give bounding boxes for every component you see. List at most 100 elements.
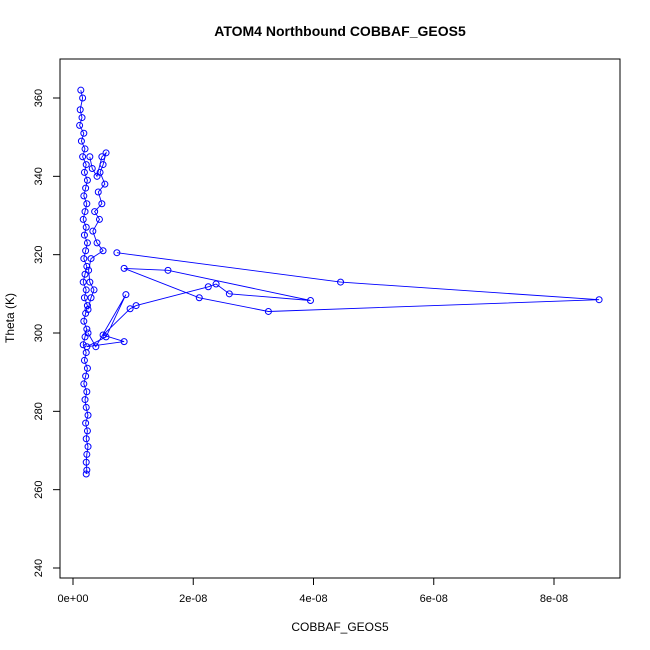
data-point [83,176,91,184]
data-point [83,427,91,435]
data-point [212,280,220,288]
y-tick-label: 300 [33,324,45,342]
data-point [96,168,104,176]
data-point [92,343,100,351]
data-point [95,215,103,223]
data-point [122,291,130,299]
y-tick-label: 320 [33,245,45,263]
data-point [85,266,93,274]
data-point [90,286,98,294]
data-point [83,450,91,458]
y-axis-label: Theta (K) [3,293,17,343]
data-point [81,208,89,216]
data-point [120,338,128,346]
x-tick-label: 8e-08 [540,593,568,605]
data-point [164,266,172,274]
data-point [264,307,272,315]
data-point [306,296,314,304]
data-point [79,215,87,223]
y-tick-label: 360 [33,89,45,107]
data-point [94,188,102,196]
data-point [82,286,90,294]
data-point [81,396,89,404]
data-point [98,153,106,161]
data-point [80,231,88,239]
data-point [83,302,91,310]
y-tick-label: 260 [33,480,45,498]
data-point [82,161,90,169]
data-point [82,247,90,255]
data-point [80,255,88,263]
data-point [83,466,91,474]
data-point [82,372,90,380]
data-point [82,435,90,443]
data-point [79,153,87,161]
x-axis: 0e+00 2e-08 4e-08 6e-08 8e-08 [58,577,568,605]
data-point [82,470,90,478]
x-tick-label: 2e-08 [179,593,207,605]
data-point [102,333,110,341]
data-point [80,356,88,364]
data-point [76,121,84,129]
data-point [83,388,91,396]
data-point [101,180,109,188]
data-point [595,296,603,304]
data-point [82,419,90,427]
data-point [84,306,92,313]
data-point [79,94,87,102]
data-point [91,208,99,216]
series-line [79,90,89,475]
data-point [82,223,90,231]
data-point [93,239,101,247]
data-point [87,255,95,263]
data-point [113,249,121,257]
data-point [83,239,91,247]
data-point [99,247,107,255]
data-point [83,200,91,208]
data-point [132,302,140,310]
y-tick-label: 340 [33,167,45,185]
data-series [76,86,603,478]
data-point [81,145,89,153]
data-point [77,137,85,145]
data-point [76,106,84,114]
data-point [77,86,85,94]
data-point [80,380,88,388]
y-tick-label: 240 [33,559,45,577]
data-point [80,168,88,176]
data-point [86,278,94,286]
data-point [102,149,110,157]
data-point [83,325,91,333]
data-point [80,192,88,200]
data-point [99,161,107,169]
data-point [84,329,92,337]
data-point [195,294,203,302]
data-point [80,129,88,137]
data-point [98,200,106,208]
data-point [83,364,91,372]
data-point [80,317,88,325]
plot-frame [59,58,621,579]
y-axis: 240 260 280 300 320 340 360 [33,89,61,577]
data-point [120,264,128,272]
x-tick-label: 6e-08 [420,593,448,605]
data-point [87,294,95,302]
data-point [84,443,92,451]
x-tick-label: 0e+00 [58,593,89,605]
data-point [126,305,134,313]
data-point [86,153,94,161]
data-point [79,341,87,349]
chart-title: ATOM4 Northbound COBBAF_GEOS5 [214,23,466,39]
data-point [88,165,96,172]
data-point [79,278,87,286]
data-point [84,411,92,419]
x-tick-label: 4e-08 [299,593,327,605]
y-tick-label: 280 [33,402,45,420]
data-point [78,114,86,122]
data-point [82,184,90,192]
data-point [80,294,88,302]
data-point [83,343,91,351]
data-point [82,458,90,466]
data-point [82,403,90,411]
